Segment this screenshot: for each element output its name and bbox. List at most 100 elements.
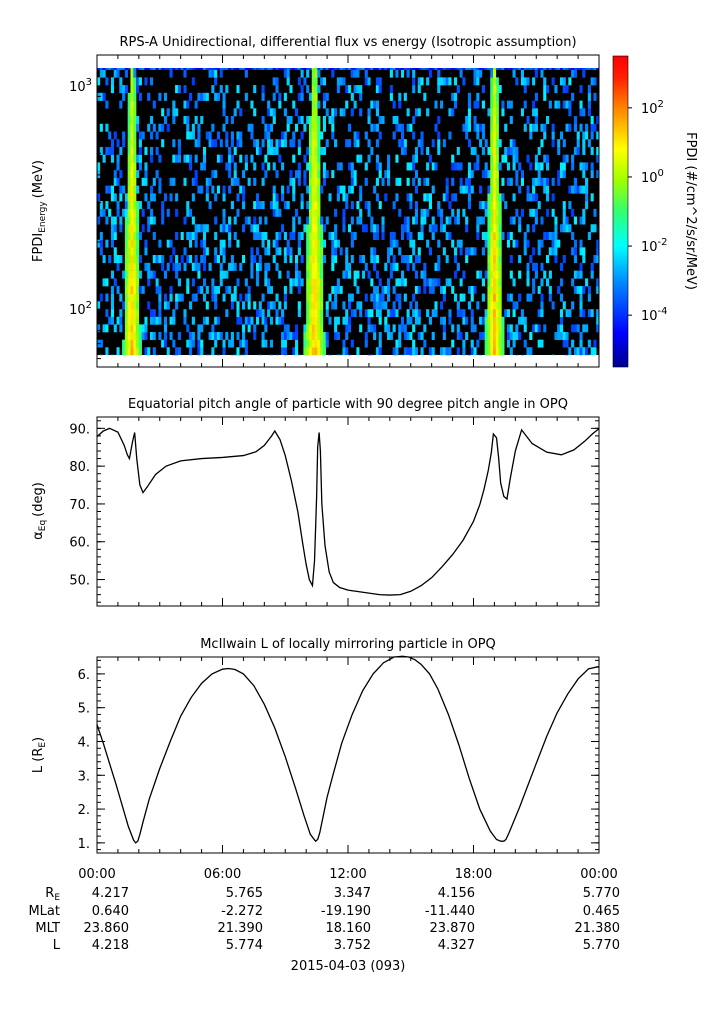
- spectrogram-cell: [551, 239, 555, 248]
- spectrogram-cell: [311, 154, 315, 163]
- spectrogram-cell: [423, 193, 427, 202]
- spectrogram-cell: [200, 116, 204, 125]
- spectrogram-cell: [409, 255, 413, 264]
- spectrogram-cell: [431, 139, 435, 148]
- spectrogram-cell: [122, 270, 126, 279]
- x-tick-label: 06:00: [204, 867, 241, 882]
- spectrogram-cell: [426, 278, 430, 287]
- spectrogram-cell: [462, 185, 466, 194]
- spectrogram-cell: [501, 68, 505, 70]
- spectrogram-cell: [445, 177, 449, 186]
- spectrogram-cell: [325, 301, 329, 310]
- spectrogram-cell: [389, 239, 393, 248]
- spectrogram-cell: [428, 154, 432, 163]
- spectrogram-cell: [345, 255, 349, 264]
- spectrogram-cell: [465, 131, 469, 140]
- spectrogram-cell: [189, 255, 193, 264]
- spectrogram-cell: [136, 332, 140, 340]
- spectrogram-cell: [267, 301, 271, 310]
- spectrogram-cell: [320, 68, 324, 70]
- spectrogram-cell: [322, 332, 326, 340]
- spectrogram-cell: [428, 68, 432, 70]
- spectrogram-cell: [579, 270, 583, 279]
- spectrogram-cell: [398, 100, 402, 109]
- spectrogram-cell: [228, 224, 232, 233]
- ephemeris-value: 0.640: [92, 904, 129, 919]
- spectrogram-cell: [576, 347, 580, 355]
- spectrogram-cell: [314, 108, 318, 117]
- spectrogram-cell: [97, 68, 101, 70]
- spectrogram-cell: [317, 316, 321, 325]
- spectrogram-cell: [364, 77, 368, 86]
- spectrogram-cell: [453, 216, 458, 225]
- spectrogram-cell: [175, 301, 179, 310]
- spectrogram-cell: [317, 123, 321, 132]
- spectrogram-cell: [127, 316, 131, 325]
- spectrogram-cell: [356, 131, 360, 140]
- spectrogram-cell: [350, 170, 354, 179]
- spectrogram-cell: [487, 309, 491, 318]
- spectrogram-cell: [314, 131, 318, 140]
- spectrogram-cell: [152, 68, 156, 70]
- spectrogram-cell: [110, 239, 115, 248]
- spectrogram-cell: [230, 201, 234, 210]
- spectrogram-cell: [133, 231, 137, 240]
- spectrogram-cell: [158, 68, 162, 70]
- spectrogram-cell: [308, 139, 313, 148]
- spectrogram-cell: [373, 324, 377, 333]
- spectrogram-cell: [400, 224, 405, 233]
- spectrogram-cell: [308, 146, 313, 155]
- spectrogram-cell: [403, 332, 407, 340]
- spectrogram-cell: [119, 100, 123, 109]
- pitch-angle-panel: Equatorial pitch angle of particle with …: [31, 397, 600, 607]
- spectrogram-cell: [518, 255, 522, 264]
- spectrogram-cell: [534, 69, 538, 78]
- spectrogram-cell: [476, 154, 480, 163]
- spectrogram-cell: [236, 193, 240, 202]
- spectrogram-cell: [116, 69, 120, 78]
- spectrogram-cell: [191, 278, 195, 287]
- spectrogram-cell: [113, 177, 117, 186]
- spectrogram-cell: [493, 262, 497, 271]
- spectrogram-cell: [506, 68, 511, 70]
- spectrogram-cell: [381, 293, 385, 302]
- spectrogram-cell: [275, 85, 279, 94]
- spectrogram-cell: [381, 177, 385, 186]
- spectrogram-cell: [579, 68, 583, 70]
- spectrogram-cell: [222, 123, 226, 132]
- spectrogram-cell: [392, 324, 396, 333]
- spectrogram-cell: [345, 262, 349, 271]
- spectrogram-cell: [537, 170, 541, 179]
- spectrogram-cell: [292, 347, 296, 355]
- spectrogram-cell: [364, 293, 368, 302]
- colorbar-tick-exp: -4: [658, 306, 668, 317]
- spectrogram-cell: [175, 208, 179, 217]
- spectrogram-cell: [289, 255, 293, 264]
- spectrogram-cell: [283, 247, 287, 256]
- spectrogram-cell: [122, 131, 126, 140]
- spectrogram-cell: [356, 286, 360, 294]
- spectrogram-cell: [559, 309, 564, 318]
- spectrogram-cell: [289, 177, 293, 186]
- spectrogram-cell: [434, 301, 438, 310]
- spectrogram-cell: [202, 293, 207, 302]
- spectrogram-cell: [579, 301, 583, 310]
- spectrogram-cell: [322, 100, 326, 109]
- spectrogram-cell: [303, 77, 307, 86]
- spectrogram-cell: [233, 286, 237, 294]
- spectrogram-cell: [557, 146, 561, 155]
- spectrogram-cell: [420, 208, 424, 217]
- spectrogram-cell: [133, 69, 137, 78]
- spectrogram-cell: [490, 92, 494, 101]
- spectrogram-cell: [219, 224, 223, 233]
- spectrogram-cell: [487, 316, 491, 325]
- spectrogram-cell: [186, 68, 190, 70]
- spectrogram-cell: [124, 69, 128, 78]
- spectrogram-cell: [331, 170, 335, 179]
- spectrogram-cell: [255, 139, 260, 148]
- spectrogram-cell: [356, 347, 360, 355]
- spectrogram-cell: [451, 286, 455, 294]
- spectrogram-cell: [311, 231, 315, 240]
- spectrogram-cell: [320, 146, 324, 155]
- colorbar-tick-base: 10: [641, 309, 658, 324]
